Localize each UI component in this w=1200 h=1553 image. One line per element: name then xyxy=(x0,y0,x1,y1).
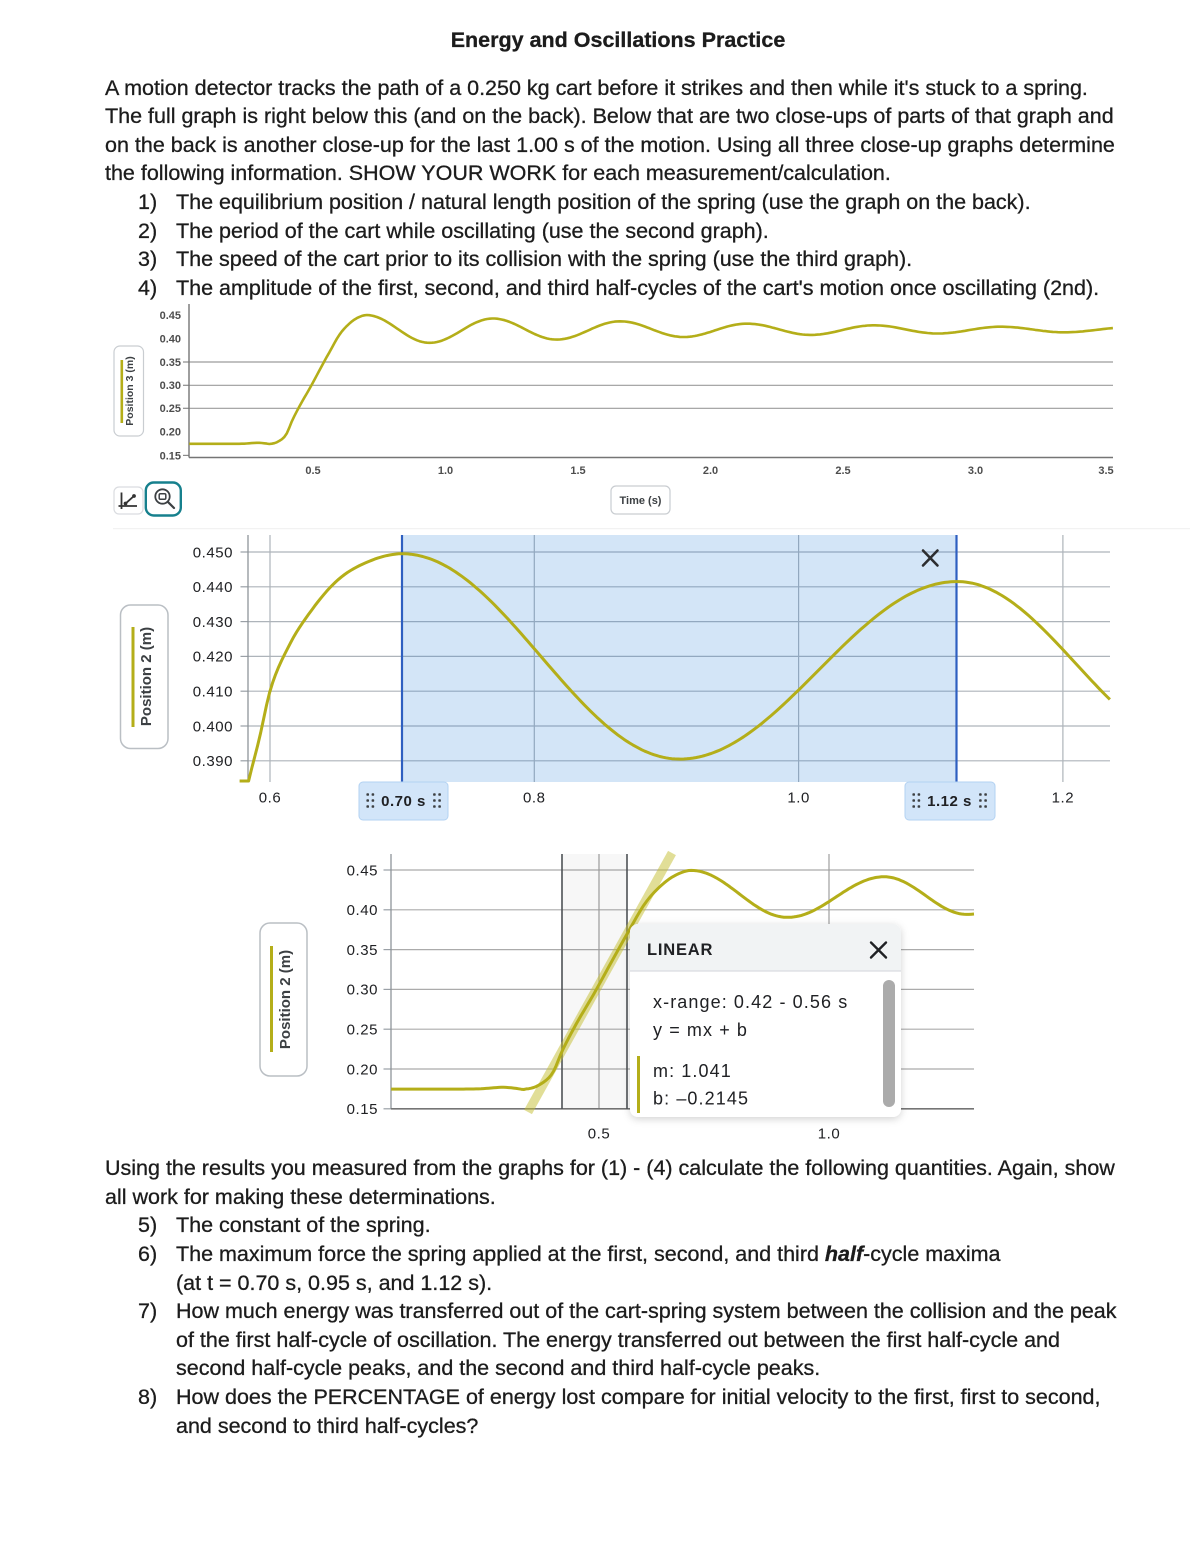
svg-text:0.430: 0.430 xyxy=(193,614,233,631)
svg-text:0.40: 0.40 xyxy=(160,333,181,345)
svg-text:b: –0.2145: b: –0.2145 xyxy=(653,1089,749,1109)
svg-text:0.25: 0.25 xyxy=(160,403,181,415)
svg-text:0.15: 0.15 xyxy=(160,450,181,462)
svg-text:0.450: 0.450 xyxy=(193,544,233,561)
svg-text:0.5: 0.5 xyxy=(305,465,320,477)
svg-text:Time (s): Time (s) xyxy=(620,495,662,507)
svg-text:1.0: 1.0 xyxy=(787,790,810,807)
svg-text:0.30: 0.30 xyxy=(160,380,181,392)
svg-text:3.5: 3.5 xyxy=(1098,465,1113,477)
svg-text:0.420: 0.420 xyxy=(193,649,233,666)
svg-text:0.45: 0.45 xyxy=(160,310,181,322)
svg-text:Position 2 (m): Position 2 (m) xyxy=(138,627,155,726)
svg-text:0.20: 0.20 xyxy=(347,1061,378,1078)
svg-text:2.5: 2.5 xyxy=(835,465,850,477)
svg-text:m: 1.041: m: 1.041 xyxy=(653,1061,732,1081)
svg-text:1.0: 1.0 xyxy=(438,465,453,477)
svg-text:1.2: 1.2 xyxy=(1052,790,1075,807)
svg-text:0.440: 0.440 xyxy=(193,579,233,596)
svg-text:1.0: 1.0 xyxy=(818,1126,841,1143)
svg-text:0.6: 0.6 xyxy=(259,790,282,807)
svg-text:0.20: 0.20 xyxy=(160,427,181,439)
svg-text:0.40: 0.40 xyxy=(347,902,378,919)
svg-text:Position 2 (m): Position 2 (m) xyxy=(277,950,294,1049)
svg-text:0.35: 0.35 xyxy=(347,942,378,959)
svg-text:0.410: 0.410 xyxy=(193,684,233,701)
svg-text:0.30: 0.30 xyxy=(347,982,378,999)
svg-text:2.0: 2.0 xyxy=(703,465,718,477)
svg-text:1.12 s: 1.12 s xyxy=(927,793,972,810)
svg-text:1.5: 1.5 xyxy=(570,465,585,477)
svg-text:0.70 s: 0.70 s xyxy=(381,793,426,810)
svg-text:y = mx + b: y = mx + b xyxy=(653,1020,748,1040)
svg-text:0.45: 0.45 xyxy=(347,862,378,879)
svg-text:0.400: 0.400 xyxy=(193,718,233,735)
svg-text:LINEAR: LINEAR xyxy=(647,941,713,959)
svg-text:x-range: 0.42 - 0.56 s: x-range: 0.42 - 0.56 s xyxy=(653,992,848,1012)
svg-text:0.35: 0.35 xyxy=(160,357,181,369)
svg-text:0.25: 0.25 xyxy=(347,1022,378,1039)
svg-text:0.8: 0.8 xyxy=(523,790,546,807)
svg-text:Position 3 (m): Position 3 (m) xyxy=(124,356,136,425)
svg-text:0.5: 0.5 xyxy=(588,1126,611,1143)
svg-text:3.0: 3.0 xyxy=(968,465,983,477)
svg-text:0.15: 0.15 xyxy=(347,1101,378,1118)
svg-text:0.390: 0.390 xyxy=(193,753,233,770)
